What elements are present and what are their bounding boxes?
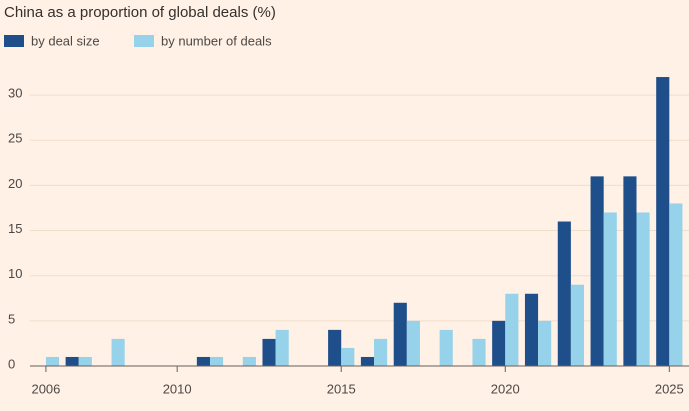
bar (45, 356, 60, 366)
bar (275, 329, 289, 366)
y-tick-label: 0 (8, 356, 15, 371)
x-tick-label: 2010 (163, 381, 192, 396)
y-tick-label: 30 (8, 86, 22, 101)
bar (262, 338, 276, 366)
bar (360, 356, 375, 366)
bar (669, 203, 683, 366)
bar (623, 176, 637, 366)
bar (472, 338, 486, 366)
bar (636, 212, 650, 366)
y-tick-label: 25 (8, 131, 22, 146)
bar (538, 320, 552, 366)
x-tick-label: 2020 (491, 381, 520, 396)
bar (65, 356, 79, 366)
bar (328, 329, 342, 366)
y-tick-label: 20 (8, 176, 22, 191)
legend-swatch (134, 35, 154, 47)
bar (111, 338, 125, 366)
y-tick-label: 15 (8, 221, 22, 236)
x-tick-label: 2015 (327, 381, 356, 396)
bar (242, 356, 256, 366)
bar (505, 293, 519, 366)
bar (341, 347, 355, 366)
bar (374, 338, 388, 366)
bar (439, 329, 453, 366)
legend-label: by deal size (31, 33, 100, 48)
bar (590, 176, 604, 366)
bar (656, 77, 670, 366)
bar (524, 293, 539, 366)
bar (570, 284, 585, 366)
y-tick-label: 5 (8, 311, 15, 326)
bar (393, 302, 407, 366)
legend-label: by number of deals (161, 33, 272, 48)
bar (78, 356, 92, 366)
x-tick-label: 2025 (655, 381, 684, 396)
y-tick-label: 10 (8, 266, 22, 281)
bar (492, 320, 506, 366)
bar (209, 356, 224, 366)
bar (196, 356, 210, 366)
bar (603, 212, 617, 366)
chart-title: China as a proportion of global deals (%… (4, 4, 276, 21)
bar (557, 221, 571, 366)
bar (406, 320, 420, 366)
x-tick-label: 2006 (31, 381, 60, 396)
legend-swatch (4, 35, 24, 47)
